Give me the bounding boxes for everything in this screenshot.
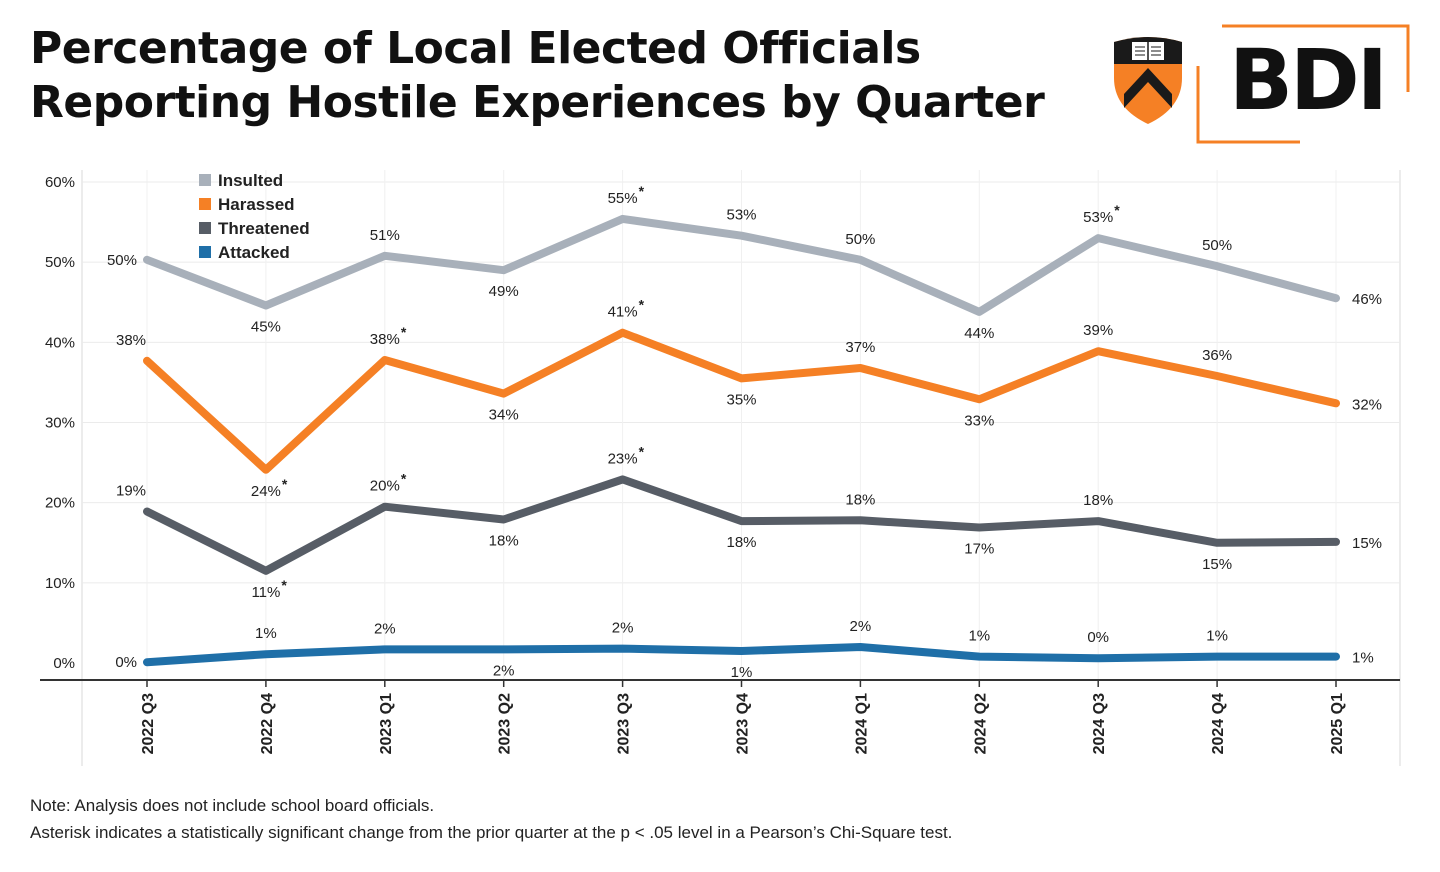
data-label: 1%: [1352, 650, 1374, 667]
data-label: 18%: [845, 491, 875, 508]
significance-asterisk: *: [639, 443, 645, 459]
data-label: 53%: [1083, 209, 1113, 226]
x-tick-label: 2024 Q2: [972, 693, 989, 754]
data-label: 38%: [370, 331, 400, 348]
data-label: 2%: [493, 662, 515, 679]
note-line-1: Note: Analysis does not include school b…: [30, 796, 435, 815]
series-line-insulted: [143, 214, 1340, 316]
data-label: 33%: [964, 412, 994, 429]
data-label: 19%: [116, 482, 146, 499]
data-label: 51%: [370, 227, 400, 244]
series: [143, 214, 1340, 667]
legend-swatch: [199, 246, 211, 258]
y-tick-label: 10%: [45, 575, 75, 592]
x-tick-label: 2023 Q1: [378, 693, 395, 754]
significance-asterisk: *: [281, 577, 287, 593]
significance-asterisk: *: [1114, 202, 1120, 218]
y-tick-label: 0%: [53, 655, 75, 672]
data-label: 18%: [1083, 492, 1113, 509]
data-label: 15%: [1352, 535, 1382, 552]
data-label: 1%: [1206, 628, 1228, 645]
significance-asterisk: *: [282, 476, 288, 492]
legend-label: Insulted: [218, 171, 283, 190]
data-label: 46%: [1352, 291, 1382, 308]
data-label: 18%: [489, 533, 519, 550]
significance-asterisk: *: [401, 324, 407, 340]
series-line-attacked: [143, 643, 1340, 667]
legend-label: Threatened: [218, 219, 310, 238]
data-label: 37%: [845, 339, 875, 356]
data-label: 0%: [115, 654, 137, 671]
x-tick-label: 2025 Q1: [1329, 693, 1346, 754]
data-label: 45%: [251, 318, 281, 335]
data-label: 1%: [255, 625, 277, 642]
grid: [81, 170, 1401, 766]
x-tick-label: 2024 Q1: [853, 693, 870, 754]
y-tick-label: 40%: [45, 334, 75, 351]
line-chart: 0% 10% 20% 30% 40% 50% 60% 2022 Q3 2022 Q4 2023 Q…: [40, 170, 1401, 766]
data-label: 2%: [612, 620, 634, 637]
data-label: 49%: [489, 283, 519, 300]
x-tick-label: 2022 Q3: [140, 693, 157, 754]
data-labels: 50%45%51%49%55% *53%50%44%53% *50%46%38%24…: [107, 183, 1382, 681]
data-label: 20%: [370, 478, 400, 495]
legend-swatch: [199, 174, 211, 186]
title-line-1: Percentage of Local Elected Officials: [30, 23, 921, 74]
axes: 0% 10% 20% 30% 40% 50% 60% 2022 Q3 2022 Q4 2023 Q…: [40, 174, 1400, 754]
data-label: 24%: [251, 483, 281, 500]
data-label: 1%: [731, 664, 753, 681]
y-tick-label: 50%: [45, 254, 75, 271]
legend: Insulted Harassed Threatened Attacked: [199, 171, 310, 262]
y-tick-label: 60%: [45, 174, 75, 191]
chart-notes: Note: Analysis does not include school b…: [30, 792, 952, 846]
note-line-2: Asterisk indicates a statistically signi…: [30, 823, 953, 842]
y-tick-label: 20%: [45, 495, 75, 512]
bdi-logo-frame: [1196, 24, 1410, 144]
data-label: 17%: [964, 541, 994, 558]
data-label: 2%: [850, 618, 872, 635]
data-label: 35%: [726, 391, 756, 408]
data-label: 11%: [251, 584, 280, 601]
chart-title: Percentage of Local Elected Officials Re…: [30, 22, 1090, 130]
significance-asterisk: *: [639, 183, 645, 199]
data-label: 23%: [608, 450, 638, 467]
x-tick-label: 2022 Q4: [259, 693, 276, 754]
series-line-harassed: [143, 328, 1340, 474]
x-tick-label: 2024 Q4: [1210, 693, 1227, 754]
data-label: 50%: [845, 231, 875, 248]
data-label: 36%: [1202, 347, 1232, 364]
data-label: 0%: [1087, 629, 1109, 646]
data-label: 32%: [1352, 396, 1382, 413]
data-label: 15%: [1202, 556, 1232, 573]
legend-label: Harassed: [218, 195, 295, 214]
legend-label: Attacked: [218, 243, 290, 262]
data-label: 41%: [608, 304, 638, 321]
data-label: 55%: [608, 190, 638, 207]
data-label: 50%: [1202, 237, 1232, 254]
data-label: 1%: [968, 628, 990, 645]
title-line-2: Reporting Hostile Experiences by Quarter: [30, 77, 1045, 128]
series-line-threatened: [143, 475, 1340, 575]
bdi-logo: BDI: [1228, 31, 1388, 129]
data-label: 38%: [116, 332, 146, 349]
significance-asterisk: *: [401, 471, 407, 487]
princeton-shield-icon: [1114, 37, 1182, 124]
data-label: 2%: [374, 620, 396, 637]
significance-asterisk: *: [639, 297, 645, 313]
data-label: 34%: [489, 407, 519, 424]
data-label: 50%: [107, 252, 137, 269]
data-label: 53%: [726, 207, 756, 224]
legend-swatch: [199, 222, 211, 234]
x-tick-label: 2023 Q3: [616, 693, 633, 754]
x-tick-label: 2024 Q3: [1091, 693, 1108, 754]
legend-swatch: [199, 198, 211, 210]
data-label: 44%: [964, 325, 994, 342]
data-label: 39%: [1083, 322, 1113, 339]
x-tick-label: 2023 Q2: [497, 693, 514, 754]
data-label: 18%: [726, 534, 756, 551]
y-tick-label: 30%: [45, 415, 75, 432]
x-tick-label: 2023 Q4: [735, 693, 752, 754]
